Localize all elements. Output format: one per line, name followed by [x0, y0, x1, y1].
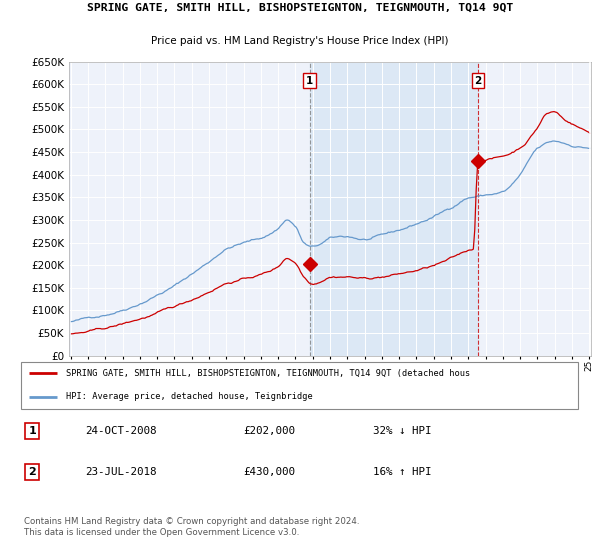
Text: 2: 2 — [474, 76, 481, 86]
Text: Contains HM Land Registry data © Crown copyright and database right 2024.
This d: Contains HM Land Registry data © Crown c… — [23, 517, 359, 536]
Text: £202,000: £202,000 — [244, 426, 296, 436]
Text: Price paid vs. HM Land Registry's House Price Index (HPI): Price paid vs. HM Land Registry's House … — [151, 36, 449, 46]
Text: 1: 1 — [28, 426, 36, 436]
Text: £430,000: £430,000 — [244, 468, 296, 477]
Text: SPRING GATE, SMITH HILL, BISHOPSTEIGNTON, TEIGNMOUTH, TQ14 9QT: SPRING GATE, SMITH HILL, BISHOPSTEIGNTON… — [87, 3, 513, 13]
Text: 23-JUL-2018: 23-JUL-2018 — [86, 468, 157, 477]
Text: HPI: Average price, detached house, Teignbridge: HPI: Average price, detached house, Teig… — [66, 392, 313, 401]
Text: 32% ↓ HPI: 32% ↓ HPI — [373, 426, 432, 436]
Bar — [589, 62, 598, 356]
Text: 24-OCT-2008: 24-OCT-2008 — [86, 426, 157, 436]
FancyBboxPatch shape — [21, 362, 578, 409]
Text: 1: 1 — [306, 76, 313, 86]
Text: 2: 2 — [28, 468, 36, 477]
Bar — [310, 62, 478, 356]
Text: SPRING GATE, SMITH HILL, BISHOPSTEIGNTON, TEIGNMOUTH, TQ14 9QT (detached hous: SPRING GATE, SMITH HILL, BISHOPSTEIGNTON… — [66, 369, 470, 378]
Text: 16% ↑ HPI: 16% ↑ HPI — [373, 468, 432, 477]
